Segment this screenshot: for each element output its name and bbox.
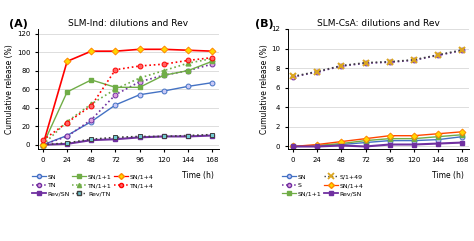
Y-axis label: Cumulative release (%): Cumulative release (%) bbox=[260, 44, 269, 134]
Text: (B): (B) bbox=[255, 19, 274, 29]
Legend: SN, TN, Rev/SN, SN/1+1, TN/1+1, Rev/TN, SN/1+4, TN/1+4: SN, TN, Rev/SN, SN/1+1, TN/1+1, Rev/TN, … bbox=[32, 174, 154, 197]
Text: Time (h): Time (h) bbox=[182, 171, 214, 180]
Legend: SN, S, SN/1+1, S/1+49, SN/1+4, Rev/SN: SN, S, SN/1+1, S/1+49, SN/1+4, Rev/SN bbox=[282, 174, 364, 197]
Y-axis label: Cumulative release (%): Cumulative release (%) bbox=[5, 44, 14, 134]
Title: SLM-CsA: dilutions and Rev: SLM-CsA: dilutions and Rev bbox=[317, 19, 440, 28]
Title: SLM-Ind: dilutions and Rev: SLM-Ind: dilutions and Rev bbox=[68, 19, 189, 28]
Text: Time (h): Time (h) bbox=[432, 171, 464, 180]
Text: (A): (A) bbox=[9, 19, 28, 29]
